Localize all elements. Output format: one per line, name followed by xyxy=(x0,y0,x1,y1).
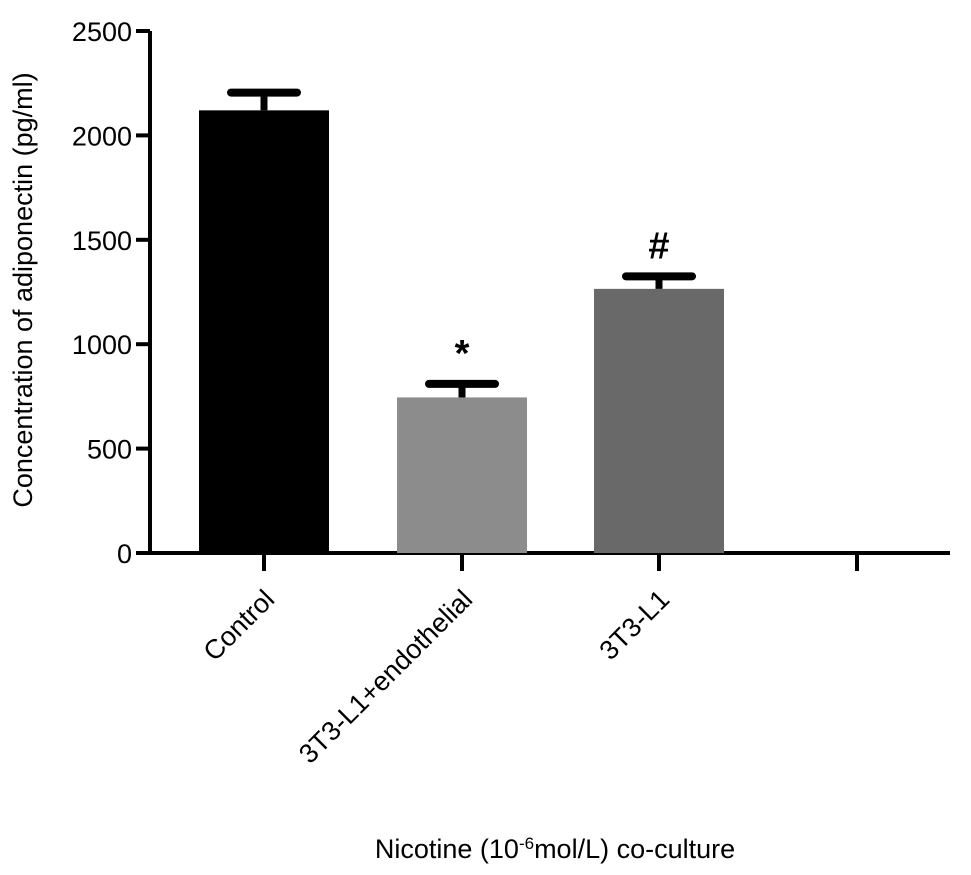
y-tick-label: 2500 xyxy=(72,17,132,47)
category-label: 3T3-L1+endothelial xyxy=(293,584,478,769)
bar-1 xyxy=(199,110,329,554)
y-tick-label: 1500 xyxy=(72,226,132,256)
y-tick-label: 0 xyxy=(117,539,132,569)
bars xyxy=(199,110,724,554)
error-bars xyxy=(227,88,696,398)
x-axis-title-post: mol/L) co-culture xyxy=(534,834,735,864)
y-tick-label: 2000 xyxy=(72,121,132,151)
bar-2 xyxy=(397,397,527,553)
x-axis-title-sup: -6 xyxy=(519,834,534,853)
bar-3 xyxy=(594,288,724,553)
significance-marker: # xyxy=(648,225,669,267)
significance-marker: * xyxy=(455,333,470,375)
y-tick-label: 500 xyxy=(87,435,132,465)
x-axis-title: Nicotine (10-6mol/L) co-culture xyxy=(375,834,735,865)
y-tick-label: 1000 xyxy=(72,330,132,360)
x-axis-title-pre: Nicotine (10 xyxy=(375,834,519,864)
y-axis-title: Concentration of adiponectin (pg/ml) xyxy=(8,72,38,507)
category-label: 3T3-L1 xyxy=(594,584,676,666)
category-label: Control xyxy=(197,584,280,667)
